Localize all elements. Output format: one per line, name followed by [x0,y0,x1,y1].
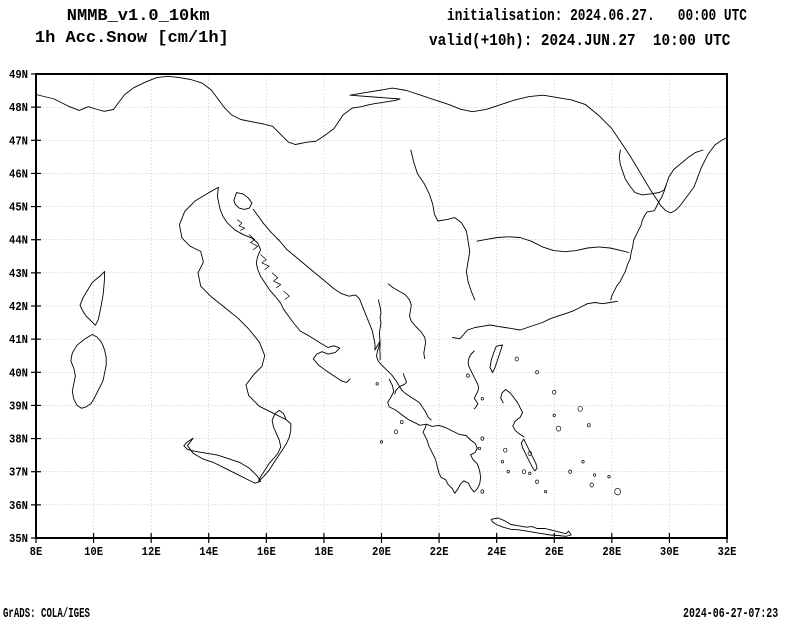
svg-text:38N: 38N [9,434,28,447]
svg-text:49N: 49N [9,70,28,83]
svg-text:30E: 30E [660,547,679,560]
svg-text:48N: 48N [9,103,28,116]
svg-text:32E: 32E [717,547,736,560]
svg-text:35N: 35N [9,534,28,547]
svg-text:8E: 8E [30,547,43,560]
svg-text:12E: 12E [142,547,161,560]
svg-text:45N: 45N [9,202,28,215]
svg-text:22E: 22E [430,547,449,560]
svg-text:40N: 40N [9,368,28,381]
svg-text:26E: 26E [545,547,564,560]
svg-text:28E: 28E [602,547,621,560]
svg-text:14E: 14E [199,547,218,560]
svg-text:37N: 37N [9,467,28,480]
svg-text:16E: 16E [257,547,276,560]
svg-text:43N: 43N [9,268,28,281]
svg-text:20E: 20E [372,547,391,560]
svg-text:36N: 36N [9,500,28,513]
svg-text:10E: 10E [84,547,103,560]
svg-text:39N: 39N [9,401,28,414]
svg-text:42N: 42N [9,302,28,315]
svg-text:47N: 47N [9,136,28,149]
svg-text:18E: 18E [314,547,333,560]
svg-text:44N: 44N [9,235,28,248]
svg-text:41N: 41N [9,335,28,348]
svg-text:24E: 24E [487,547,506,560]
svg-text:46N: 46N [9,169,28,182]
